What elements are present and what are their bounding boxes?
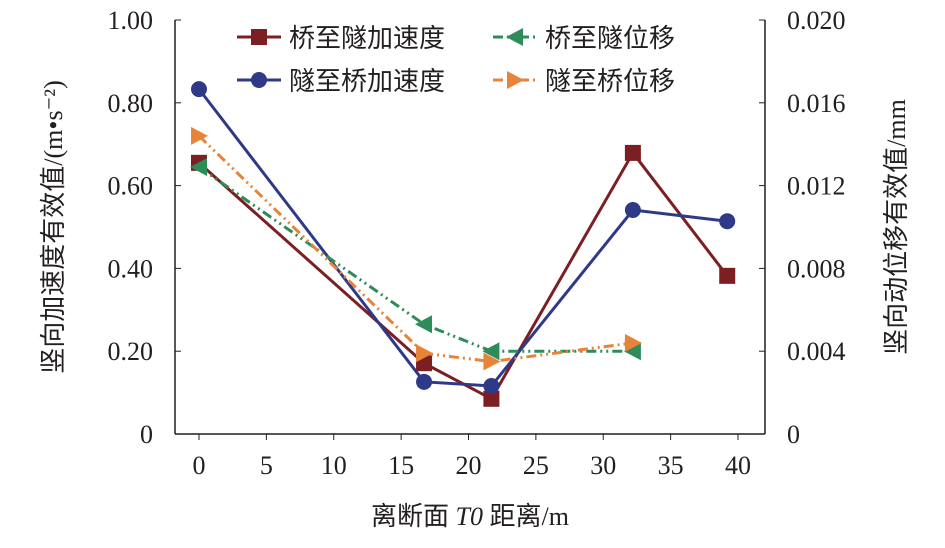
series-line [198, 165, 633, 353]
x-tick-label: 40 [725, 451, 751, 480]
y2-tick-label: 0.012 [787, 172, 846, 201]
data-point [623, 342, 641, 361]
y2-tick-label: 0.004 [787, 337, 846, 366]
data-point [624, 202, 641, 219]
x-tick-label: 5 [260, 451, 273, 480]
legend-marker [507, 71, 524, 89]
data-point [624, 333, 642, 352]
y-tick-label: 0.80 [108, 89, 154, 118]
legend-label: 桥至隧加速度 [289, 24, 445, 53]
y-axis-label: 竖向加速度有效值/(m•s⁻²) [39, 80, 68, 374]
x-tick-label: 20 [456, 451, 482, 480]
x-tick-label: 25 [523, 451, 549, 480]
data-point [416, 373, 433, 390]
series-line [197, 134, 634, 364]
x-tick-label: 10 [321, 451, 347, 480]
data-point [190, 157, 207, 176]
x-axis-label: 离断面 T0 距离/m [371, 502, 569, 531]
data-point [483, 390, 500, 407]
data-point [719, 267, 736, 284]
y-tick-label: 0 [140, 420, 153, 449]
y-tick-label: 1.00 [108, 6, 154, 35]
legend-label: 隧至桥位移 [545, 67, 675, 96]
data-point [416, 344, 434, 363]
y2-axis-label: 竖向动位移有效值/mm [882, 99, 911, 355]
data-point [483, 377, 500, 394]
legend-marker [251, 72, 267, 88]
data-point [415, 315, 433, 334]
x-tick-label: 15 [388, 451, 414, 480]
x-tick-label: 35 [658, 451, 684, 480]
legend-marker [251, 29, 267, 45]
x-tick-label: 0 [193, 451, 206, 480]
y-tick-label: 0.60 [108, 172, 154, 201]
y-tick-label: 0.20 [108, 337, 154, 366]
data-point [483, 352, 501, 371]
data-point [482, 342, 500, 361]
data-point [719, 213, 736, 230]
legend-label: 桥至隧位移 [545, 24, 675, 53]
x-tick-label: 30 [590, 451, 616, 480]
y2-tick-label: 0 [787, 420, 800, 449]
data-point [624, 144, 641, 161]
y-tick-label: 0.40 [108, 254, 154, 283]
y2-tick-label: 0.016 [787, 89, 846, 118]
legend-marker [506, 28, 523, 46]
data-point [191, 81, 207, 98]
y2-tick-label: 0.008 [787, 254, 846, 283]
legend-label: 隧至桥加速度 [289, 67, 445, 96]
y2-tick-label: 0.020 [787, 6, 846, 35]
data-point [191, 126, 208, 145]
